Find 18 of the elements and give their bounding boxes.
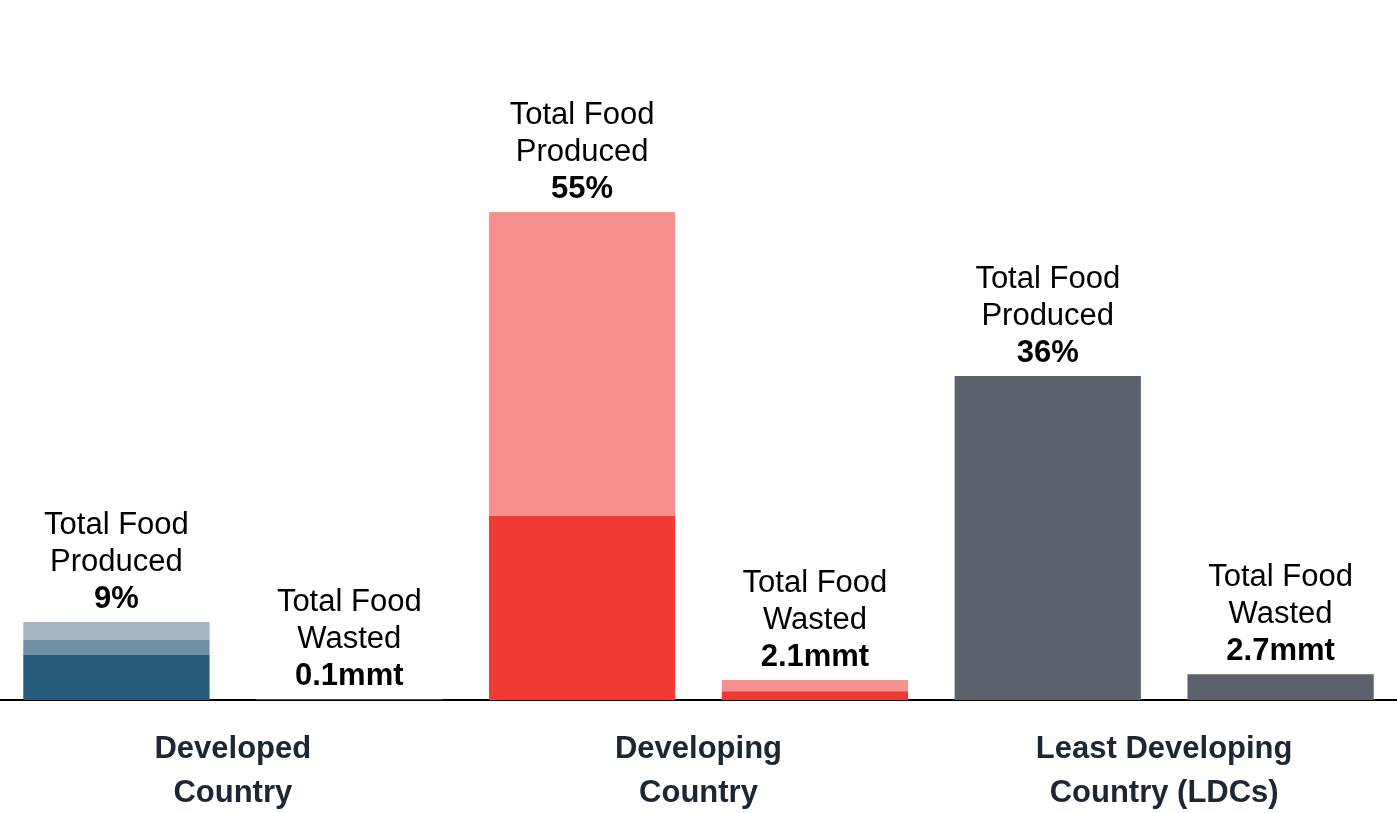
bar [1187,674,1374,700]
x-tick-label: Developing Country [614,730,783,809]
bar [954,375,1141,700]
bar [488,516,676,700]
x-tick-label: Least Developing Country (LDCs) [1035,730,1293,809]
total-label: Total Food Wasted 2.1mmt [742,563,888,673]
total-label: Total Food Produced 55% [509,96,655,205]
total-label: Total Food Wasted 2.7mmt [1208,558,1353,668]
bar [721,679,909,692]
total-label: Total Food Produced 36% [975,259,1121,369]
total-label: Total Food Produced 9% [44,505,189,615]
bar [23,639,210,656]
total-label: Total Food Wasted 0.1mmt [276,583,422,693]
bar [721,691,909,700]
bar [488,212,676,517]
bar [23,655,210,700]
bar [23,621,210,640]
x-tick-label: Developed Country [154,730,312,809]
